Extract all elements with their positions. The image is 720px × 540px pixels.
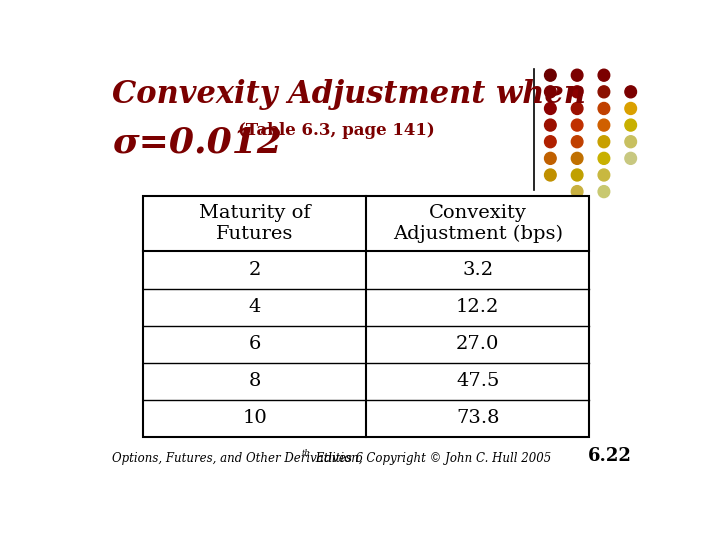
Text: 6.22: 6.22 — [588, 447, 631, 465]
Ellipse shape — [572, 136, 583, 148]
Ellipse shape — [598, 86, 610, 98]
Ellipse shape — [625, 119, 636, 131]
Text: (Table 6.3, page 141): (Table 6.3, page 141) — [238, 122, 435, 139]
Ellipse shape — [625, 152, 636, 164]
Ellipse shape — [572, 86, 583, 98]
Text: 12.2: 12.2 — [456, 298, 500, 316]
Text: 73.8: 73.8 — [456, 409, 500, 427]
Text: 6: 6 — [248, 335, 261, 353]
Text: Maturity of
Futures: Maturity of Futures — [199, 204, 310, 243]
Ellipse shape — [598, 152, 610, 164]
Text: th: th — [302, 449, 310, 457]
Ellipse shape — [625, 103, 636, 114]
Ellipse shape — [544, 136, 556, 148]
Ellipse shape — [544, 152, 556, 164]
Ellipse shape — [572, 152, 583, 164]
Ellipse shape — [625, 136, 636, 148]
Text: σ=0.012: σ=0.012 — [112, 125, 282, 159]
Ellipse shape — [598, 169, 610, 181]
Ellipse shape — [572, 119, 583, 131]
Text: 10: 10 — [242, 409, 267, 427]
Ellipse shape — [544, 169, 556, 181]
Text: Convexity
Adjustment (bps): Convexity Adjustment (bps) — [393, 204, 563, 243]
Ellipse shape — [598, 119, 610, 131]
Text: 4: 4 — [248, 298, 261, 316]
Ellipse shape — [572, 169, 583, 181]
Ellipse shape — [544, 86, 556, 98]
Ellipse shape — [598, 186, 610, 198]
Ellipse shape — [598, 69, 610, 81]
Ellipse shape — [598, 136, 610, 148]
Text: Options, Futures, and Other Derivatives 6: Options, Futures, and Other Derivatives … — [112, 452, 364, 465]
Ellipse shape — [625, 86, 636, 98]
Ellipse shape — [572, 69, 583, 81]
Ellipse shape — [544, 103, 556, 114]
Text: 27.0: 27.0 — [456, 335, 500, 353]
Ellipse shape — [544, 69, 556, 81]
Ellipse shape — [572, 186, 583, 198]
Text: Edition, Copyright © John C. Hull 2005: Edition, Copyright © John C. Hull 2005 — [312, 452, 551, 465]
Text: 47.5: 47.5 — [456, 372, 500, 390]
Ellipse shape — [572, 103, 583, 114]
Ellipse shape — [544, 119, 556, 131]
Text: 8: 8 — [248, 372, 261, 390]
Ellipse shape — [598, 103, 610, 114]
Text: 2: 2 — [248, 261, 261, 279]
Text: 3.2: 3.2 — [462, 261, 493, 279]
Text: Convexity Adjustment when: Convexity Adjustment when — [112, 79, 586, 110]
